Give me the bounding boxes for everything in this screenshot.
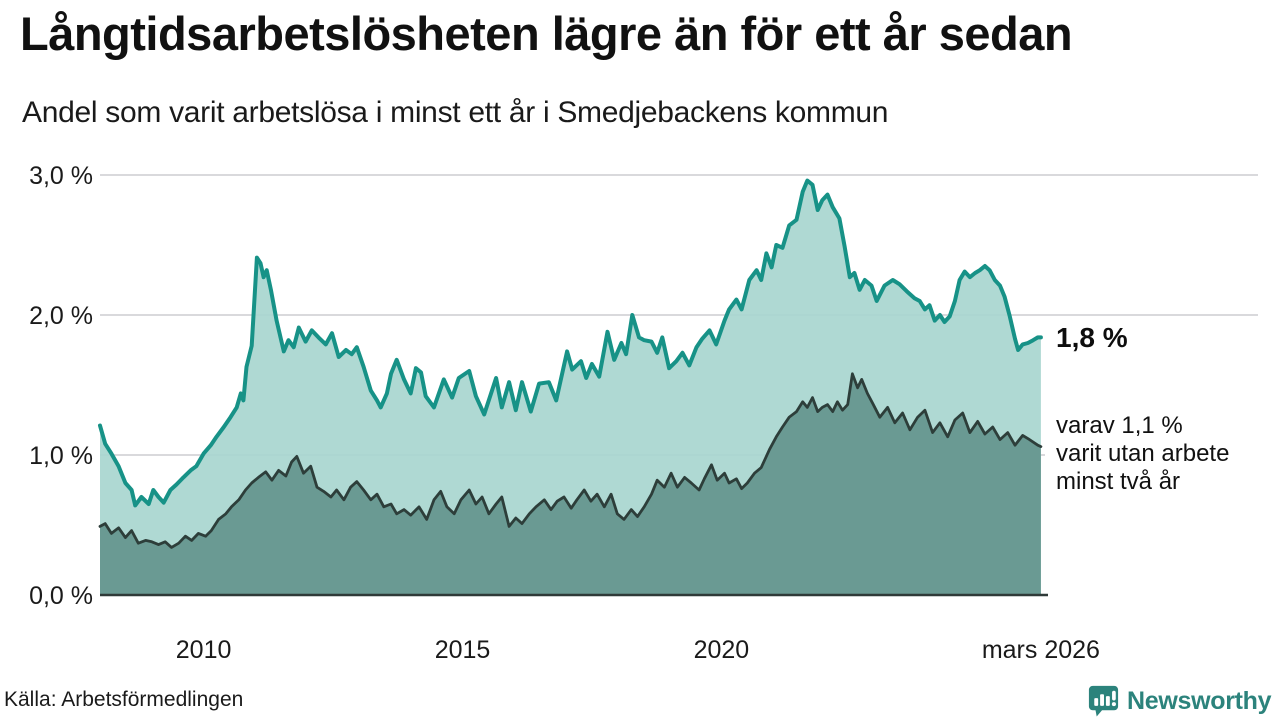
x-tick-label: mars 2026 [982,636,1100,664]
page-title: Långtidsarbetslösheten lägre än för ett … [20,7,1073,60]
area-min-two-years [100,373,1041,595]
x-axis-labels: 2010 2015 2020 mars 2026 [176,636,1100,664]
x-tick-label: 2020 [694,636,750,664]
y-tick-label: 2,0 % [29,302,93,330]
latest-value-annotation: 1,8 % [1056,322,1128,353]
newsworthy-logo-icon [1088,685,1119,717]
y-tick-label: 1,0 % [29,442,93,470]
source-attribution: Källa: Arbetsförmedlingen [4,688,244,711]
y-tick-label: 0,0 % [29,582,93,610]
chart-subtitle: Andel som varit arbetslösa i minst ett å… [22,96,889,129]
secondary-annotation-line: varit utan arbete [1056,440,1230,467]
secondary-value-annotation: varav 1,1 % varit utan arbete minst två … [1056,412,1229,496]
y-axis-labels: 3,0 % 2,0 % 1,0 % 0,0 % [29,162,93,610]
x-tick-label: 2015 [435,636,491,664]
secondary-annotation-line: minst två år [1056,468,1181,495]
line-min-one-year [98,178,1043,508]
y-tick-label: 3,0 % [29,162,93,190]
line-min-two-years [98,372,1043,549]
newsworthy-logo[interactable]: Newsworthy [1086,683,1272,719]
newsworthy-logo-text: Newsworthy [1127,686,1272,715]
secondary-annotation-line: varav 1,1 % [1056,412,1183,439]
x-tick-label: 2010 [176,636,232,664]
